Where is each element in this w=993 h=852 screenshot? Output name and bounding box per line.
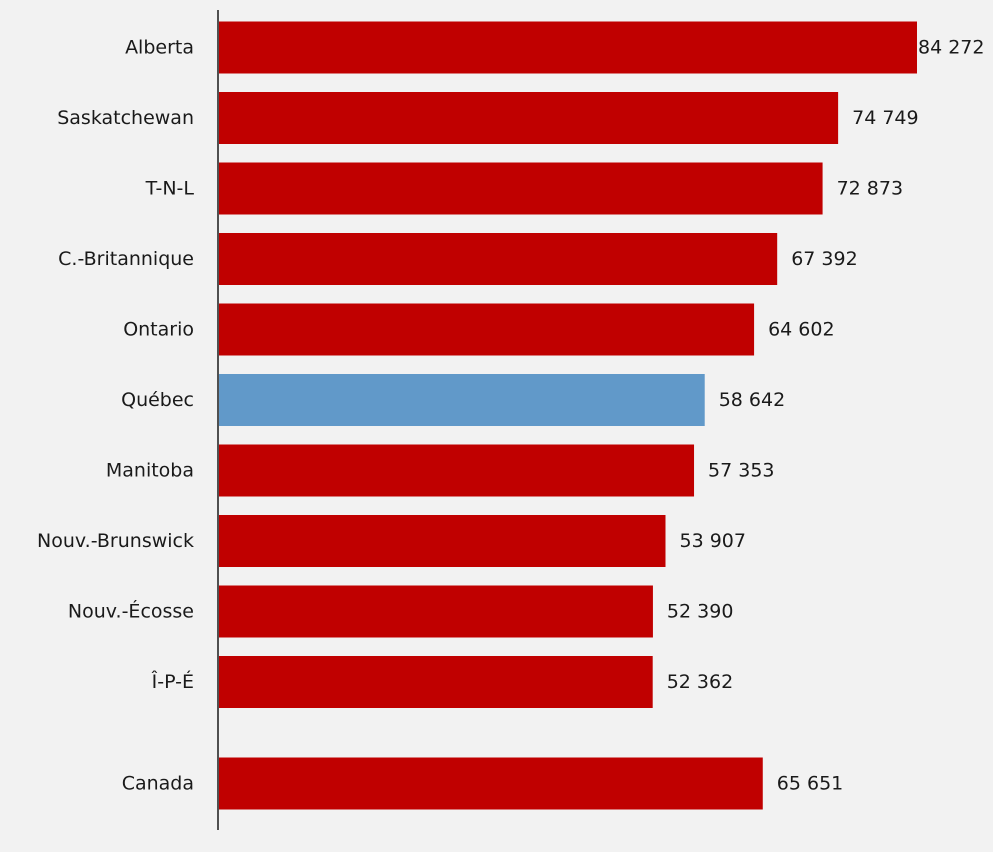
category-label-saskatchewan: Saskatchewan (57, 107, 194, 129)
category-label-c-britannique: C.-Britannique (58, 248, 194, 270)
value-label-c-britannique: 67 392 (791, 248, 857, 270)
category-label-manitoba: Manitoba (106, 460, 194, 482)
value-label-t-n-l: 72 873 (837, 178, 903, 200)
category-label-quebec: Québec (121, 389, 194, 411)
bar-nouv-brunswick (219, 515, 666, 567)
bar-manitoba (219, 444, 695, 497)
bar-alberta (219, 21, 917, 74)
bar-canada (219, 757, 763, 810)
bars-layer (219, 21, 917, 810)
category-label-nouv-ecosse: Nouv.-Écosse (68, 600, 194, 623)
bar-nouv-ecosse (219, 585, 653, 638)
value-label-i-p-e: 52 362 (667, 671, 733, 693)
value-label-nouv-ecosse: 52 390 (667, 601, 733, 623)
value-label-alberta: 84 272 (918, 37, 984, 59)
bar-quebec (219, 374, 705, 426)
category-label-canada: Canada (122, 773, 194, 795)
bar-t-n-l (219, 162, 823, 215)
category-label-ontario: Ontario (123, 319, 194, 341)
value-label-quebec: 58 642 (719, 389, 785, 411)
value-label-manitoba: 57 353 (708, 460, 774, 482)
category-label-t-n-l: T-N-L (145, 178, 195, 200)
labels-layer: Alberta 84 272 Saskatchewan 74 749 T-N-L 72 8… (37, 37, 984, 795)
value-label-ontario: 64 602 (768, 319, 834, 341)
bar-c-britannique (219, 233, 778, 285)
category-label-alberta: Alberta (125, 37, 194, 59)
bar-i-p-e (219, 656, 653, 708)
bar-saskatchewan (219, 92, 839, 144)
category-label-nouv-brunswick: Nouv.-Brunswick (37, 530, 194, 552)
value-label-canada: 65 651 (777, 773, 843, 795)
bar-ontario (219, 303, 755, 356)
value-label-saskatchewan: 74 749 (852, 107, 918, 129)
category-label-i-p-e: Î-P-É (151, 670, 194, 693)
value-label-nouv-brunswick: 53 907 (679, 530, 745, 552)
